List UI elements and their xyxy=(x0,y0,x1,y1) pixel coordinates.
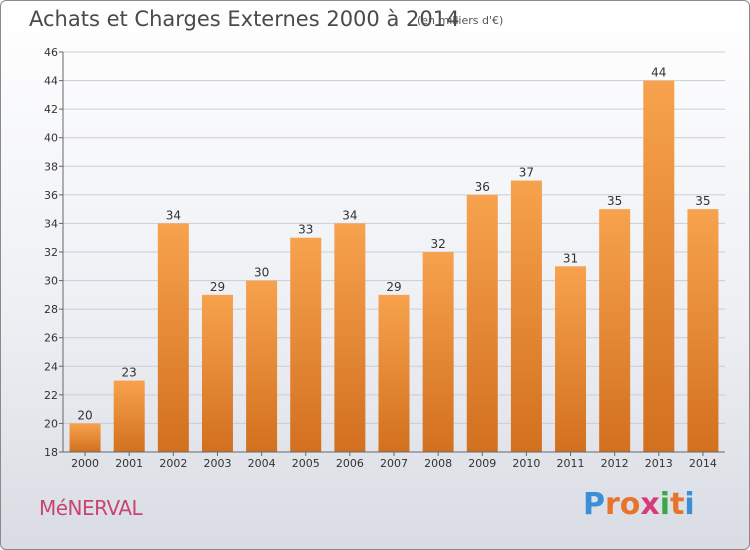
y-tick-label: 24 xyxy=(44,360,58,373)
bar-value-label: 29 xyxy=(386,280,401,294)
bar-2010 xyxy=(510,180,542,453)
y-tick-label: 28 xyxy=(44,303,58,316)
y-tick-label: 38 xyxy=(44,160,58,173)
bar-value-label: 36 xyxy=(475,180,490,194)
bar-value-label: 34 xyxy=(166,208,181,222)
bars: 20 23 34 29 30 33 34 29 32 36 37 31 35 44 35 xyxy=(69,66,719,453)
x-tick-label: 2006 xyxy=(336,457,364,470)
y-tick-label: 36 xyxy=(44,189,58,202)
y-tick-label: 34 xyxy=(44,217,58,230)
bar-value-label: 33 xyxy=(298,223,313,237)
y-tick-label: 22 xyxy=(44,389,58,402)
bar-2009 xyxy=(466,194,498,452)
y-tick-label: 42 xyxy=(44,103,58,116)
x-tick-label: 2010 xyxy=(512,457,540,470)
bar-2006 xyxy=(334,223,366,452)
logo-letter: P xyxy=(583,487,605,522)
bar-value-label: 31 xyxy=(563,251,578,265)
bar-value-label: 35 xyxy=(695,194,710,208)
bar-2013 xyxy=(643,80,675,453)
x-tick-label: 2004 xyxy=(248,457,276,470)
proxiti-logo: Proxiti xyxy=(583,487,695,522)
logo-letter: r xyxy=(605,487,620,522)
x-axis: 2000 2001 2002 2003 2004 2005 2006 2007 2008 2009… xyxy=(63,451,725,470)
x-tick-label: 2009 xyxy=(468,457,496,470)
bar-2007 xyxy=(378,294,410,452)
bar-value-label: 34 xyxy=(342,208,357,222)
bar-value-label: 30 xyxy=(254,266,269,280)
bar-2008 xyxy=(422,252,454,452)
bar-2002 xyxy=(157,223,189,452)
y-tick-label: 40 xyxy=(44,132,58,145)
bar-value-label: 20 xyxy=(77,408,92,422)
bar-value-label: 29 xyxy=(210,280,225,294)
chart-title: Achats et Charges Externes 2000 à 2014 xyxy=(29,7,460,31)
bar-value-label: 37 xyxy=(519,166,534,180)
logo-letter: x xyxy=(640,487,660,522)
x-tick-label: 2013 xyxy=(645,457,673,470)
x-tick-label: 2002 xyxy=(159,457,187,470)
x-tick-label: 2005 xyxy=(292,457,320,470)
logo-letter: o xyxy=(619,487,641,522)
bar-2003 xyxy=(201,294,233,452)
municipality-name: MéNERVAL xyxy=(39,496,143,520)
bar-value-label: 23 xyxy=(122,366,137,380)
bar-value-label: 32 xyxy=(430,237,445,251)
y-tick-label: 20 xyxy=(44,417,58,430)
x-tick-label: 2007 xyxy=(380,457,408,470)
y-tick-label: 26 xyxy=(44,332,58,345)
bar-2011 xyxy=(555,266,587,452)
bar-2014 xyxy=(687,209,719,452)
x-tick-label: 2008 xyxy=(424,457,452,470)
y-tick-label: 30 xyxy=(44,275,58,288)
bar-2000 xyxy=(69,423,101,452)
y-tick-label: 44 xyxy=(44,75,58,88)
x-tick-label: 2000 xyxy=(71,457,99,470)
logo-letter: t xyxy=(670,487,685,522)
y-tick-label: 46 xyxy=(44,46,58,59)
logo-letter: i xyxy=(659,487,671,522)
logo-letter: i xyxy=(684,487,695,522)
x-tick-label: 2001 xyxy=(115,457,143,470)
x-tick-label: 2012 xyxy=(601,457,629,470)
x-tick-label: 2011 xyxy=(557,457,585,470)
chart-subtitle: (en milliers d'€) xyxy=(417,14,504,27)
bar-value-label: 44 xyxy=(651,66,666,80)
y-tick-label: 18 xyxy=(44,446,58,459)
bar-2012 xyxy=(599,209,631,452)
y-tick-label: 32 xyxy=(44,246,58,259)
bar-2004 xyxy=(246,280,278,452)
x-tick-label: 2014 xyxy=(689,457,717,470)
y-axis: 18 20 22 24 26 28 30 32 34 36 38 40 42 44 46 xyxy=(44,46,64,459)
bar-2005 xyxy=(290,237,322,452)
bar-value-label: 35 xyxy=(607,194,622,208)
bar-2001 xyxy=(113,380,145,452)
x-tick-label: 2003 xyxy=(203,457,231,470)
